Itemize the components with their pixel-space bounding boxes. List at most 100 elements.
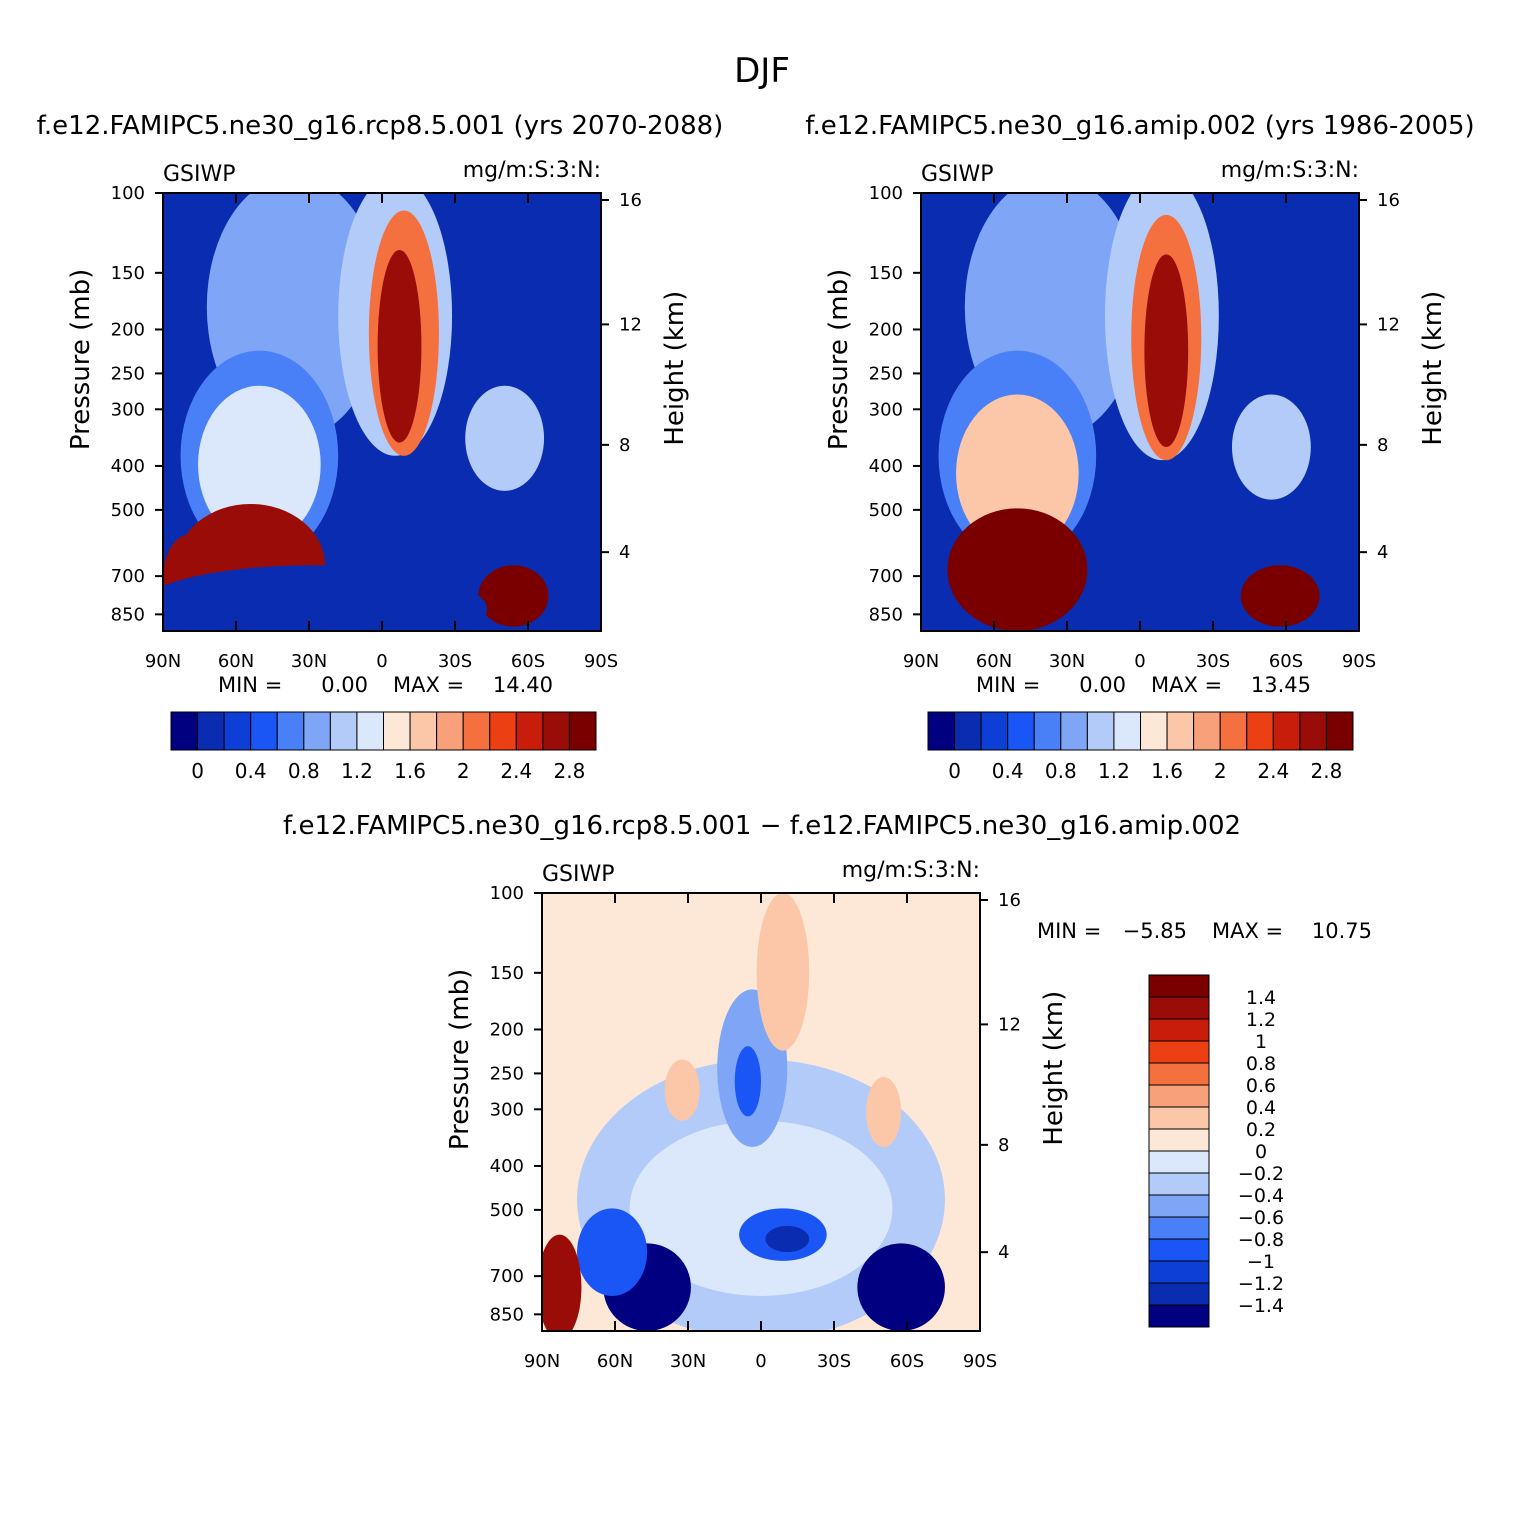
y-tick-label: 150 [490,963,524,984]
units-label: mg/m:S:3:N: [463,158,601,183]
colorbar-label: 0.6 [1246,1075,1276,1097]
colorbar-swatch [542,711,570,751]
colorbar-swatch [1148,974,1210,998]
x-tick-label: 0 [376,651,387,672]
y-tick-label: 500 [111,500,145,521]
x-tick-label: 30S [817,1351,851,1372]
contour-region [1240,565,1320,627]
contour-region [478,565,549,627]
colorbar-label: −1 [1247,1251,1275,1273]
colorbar-swatch [436,711,464,751]
colorbar-swatch [1272,711,1301,751]
x-tick-label: 90N [524,1351,560,1372]
x-tick-label: 90N [145,651,181,672]
y2-tick-label: 16 [619,190,642,211]
y2-tick-label: 12 [619,314,642,335]
colorbar-swatch [329,711,358,751]
colorbar-swatch [1166,711,1195,751]
colorbar-swatch [276,711,305,751]
y-tick-label: 850 [869,604,903,625]
panel-difference: f.e12.FAMIPC5.ne30_g16.rcp8.5.001 − f.e1… [283,811,1372,1372]
contour-region [734,1046,761,1117]
contour-field [163,193,601,631]
x-tick-label: 30N [670,1351,706,1372]
colorbar-swatch [489,711,517,751]
y2-tick-label: 8 [619,435,630,456]
y-tick-label: 300 [490,1099,524,1120]
x-tick-label: 60S [1269,651,1303,672]
colorbar-swatch [1148,1304,1210,1328]
contour-region [577,1208,648,1296]
colorbar-label: 2 [457,759,470,783]
contour-region [1144,254,1189,448]
y2-axis-title: Height (km) [1039,991,1069,1146]
y-tick-label: 850 [111,604,145,625]
x-tick-label: 90S [584,651,618,672]
colorbar-label: 1.2 [341,759,373,783]
x-tick-label: 60N [218,651,254,672]
min-value: 0.00 [1079,673,1126,697]
contour-region [756,893,810,1051]
colorbar-swatch [1325,711,1354,751]
y-tick-label: 300 [111,399,145,420]
colorbar-swatch [1148,1282,1210,1306]
colorbar-swatch [1148,1128,1210,1152]
colorbar-swatch [1148,1238,1210,1262]
x-tick-label: 60S [890,1351,924,1372]
y2-tick-label: 8 [998,1135,1009,1156]
x-tick-label: 0 [1134,651,1145,672]
min-value: −5.85 [1123,919,1187,943]
colorbar-label: 2.4 [500,759,532,783]
colorbar-label: 0.2 [1246,1119,1276,1141]
panel-title: f.e12.FAMIPC5.ne30_g16.rcp8.5.001 − f.e1… [283,811,1241,841]
colorbar-swatch [383,711,411,751]
colorbar-swatch [1299,711,1327,751]
colorbar-swatch [1086,711,1115,751]
contour-region [866,1076,902,1148]
y-tick-label: 250 [869,363,903,384]
contour-region [163,565,488,631]
colorbar-label: −1.2 [1238,1273,1284,1295]
y-tick-label: 200 [490,1019,524,1040]
units-label: mg/m:S:3:N: [1221,158,1359,183]
colorbar-label: 0.4 [1246,1097,1276,1119]
y-tick-label: 700 [490,1266,524,1287]
y-tick-label: 150 [869,263,903,284]
colorbar-swatch [1148,1106,1210,1130]
colorbar-swatch [954,711,982,751]
y-axis-title: Pressure (mb) [445,969,475,1150]
variable-label: GSIWP [921,162,994,187]
colorbar-swatch [1148,996,1210,1020]
contour-region [1231,394,1311,500]
colorbar-label: 0 [1255,1141,1267,1163]
max-label: MAX = [1212,919,1283,943]
panel-title: f.e12.FAMIPC5.ne30_g16.rcp8.5.001 (yrs 2… [37,111,724,141]
colorbar-swatch [1246,711,1274,751]
colorbar-swatch [1140,711,1168,751]
x-tick-label: 60S [511,651,545,672]
x-tick-label: 60N [597,1351,633,1372]
colorbar-label: 0.8 [288,759,320,783]
colorbar-label: −0.8 [1238,1229,1284,1251]
y-tick-label: 250 [490,1063,524,1084]
y-axis-title: Pressure (mb) [66,269,96,450]
colorbar-label: 2.4 [1257,759,1289,783]
colorbar-swatch [1113,711,1141,751]
max-value: 13.45 [1251,673,1311,697]
contour-region [377,249,422,443]
y-tick-label: 200 [111,319,145,340]
colorbar-swatch [250,711,278,751]
max-label: MAX = [1151,673,1222,697]
y-tick-label: 250 [111,363,145,384]
y-tick-label: 850 [490,1304,524,1325]
colorbar-label: −0.6 [1238,1207,1284,1229]
colorbar-swatch [515,711,544,751]
colorbar-label: 2.8 [1311,759,1343,783]
contour-region [765,1225,810,1253]
colorbar-swatch [409,711,438,751]
colorbar-swatch [1148,1172,1210,1196]
colorbar-label: 1.2 [1246,1009,1276,1031]
colorbar-swatch [462,711,491,751]
contour-field [542,893,980,1331]
